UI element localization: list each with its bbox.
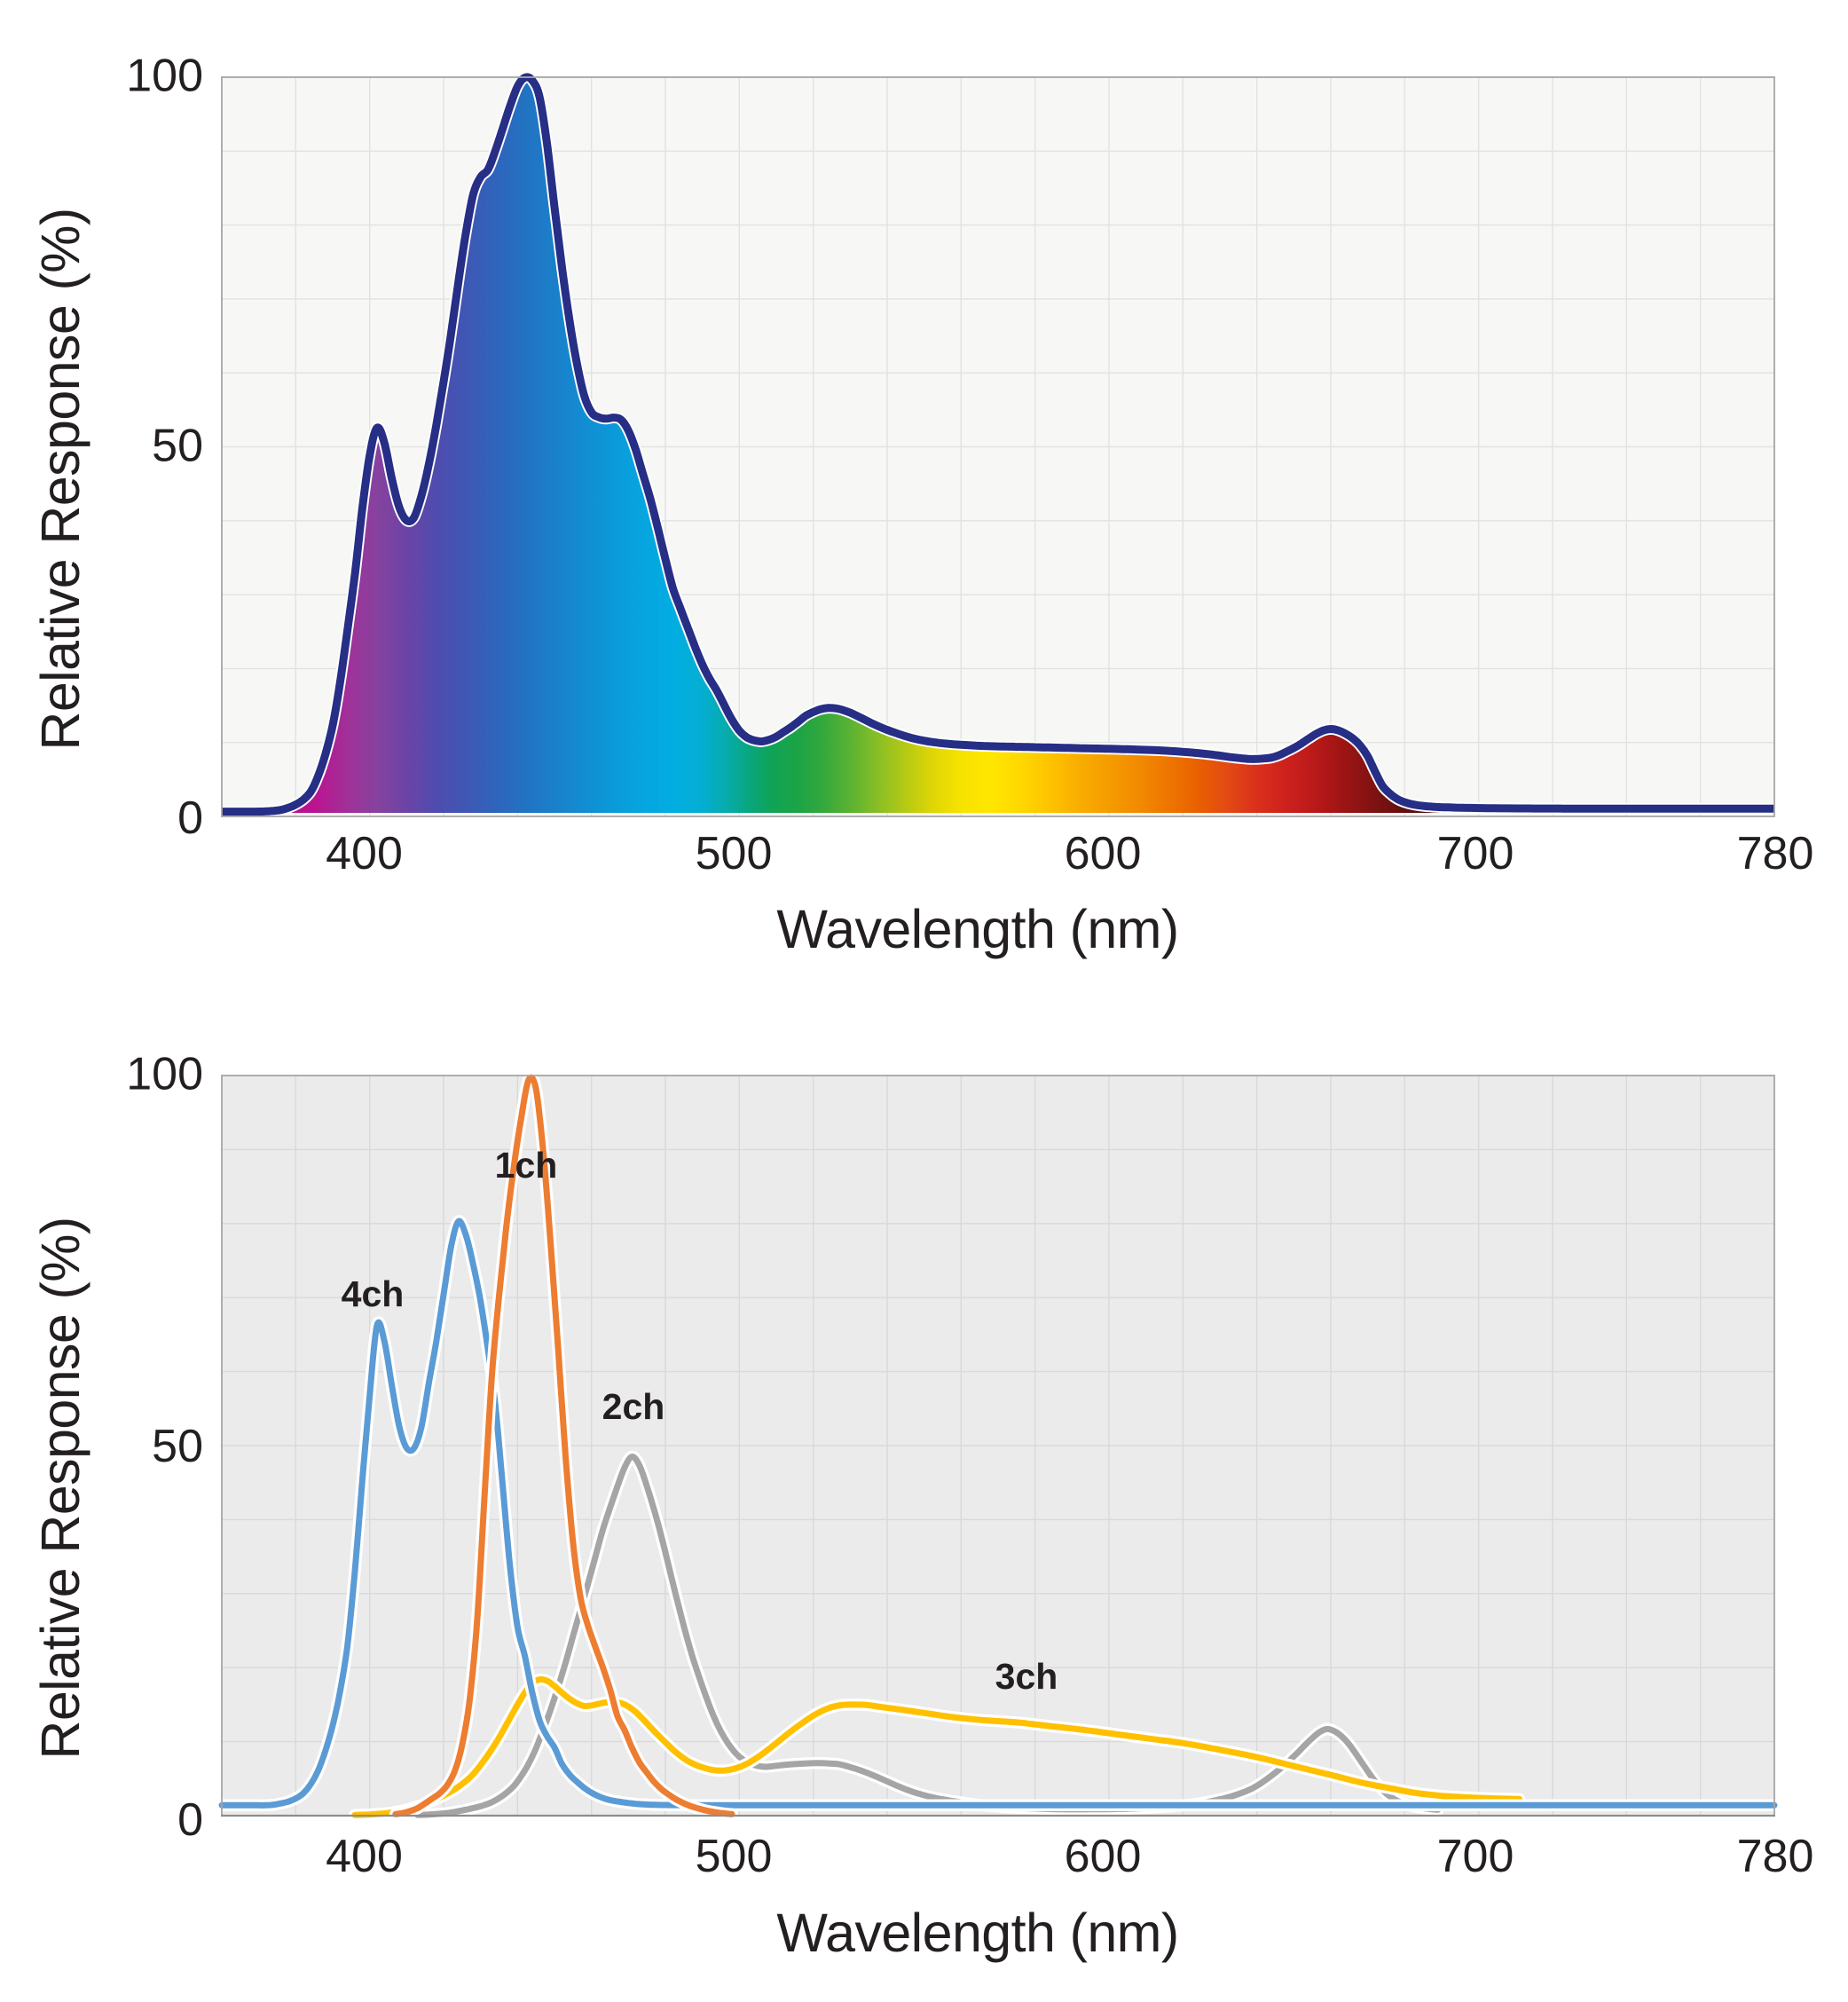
svg-text:400: 400 <box>326 1831 403 1882</box>
svg-text:600: 600 <box>1065 828 1142 879</box>
svg-text:3ch: 3ch <box>995 1656 1058 1697</box>
svg-text:50: 50 <box>152 421 203 472</box>
svg-text:0: 0 <box>177 792 203 844</box>
svg-text:1ch: 1ch <box>495 1145 558 1186</box>
svg-text:4ch: 4ch <box>342 1273 405 1314</box>
svg-text:0: 0 <box>177 1794 203 1846</box>
svg-text:600: 600 <box>1065 1831 1142 1882</box>
svg-text:Relative Response (%): Relative Response (%) <box>30 208 90 750</box>
svg-text:Wavelength (nm): Wavelength (nm) <box>776 1903 1178 1963</box>
svg-text:780: 780 <box>1737 828 1814 879</box>
svg-text:500: 500 <box>696 1831 773 1882</box>
svg-text:700: 700 <box>1437 828 1514 879</box>
svg-text:Relative Response (%): Relative Response (%) <box>30 1217 90 1759</box>
svg-text:100: 100 <box>126 1049 203 1100</box>
svg-text:2ch: 2ch <box>602 1386 665 1427</box>
svg-text:100: 100 <box>126 51 203 102</box>
svg-text:50: 50 <box>152 1421 203 1472</box>
svg-text:Wavelength (nm): Wavelength (nm) <box>776 899 1178 959</box>
svg-text:500: 500 <box>696 828 773 879</box>
svg-text:780: 780 <box>1737 1831 1814 1882</box>
svg-text:700: 700 <box>1437 1831 1514 1882</box>
svg-text:400: 400 <box>326 828 403 879</box>
